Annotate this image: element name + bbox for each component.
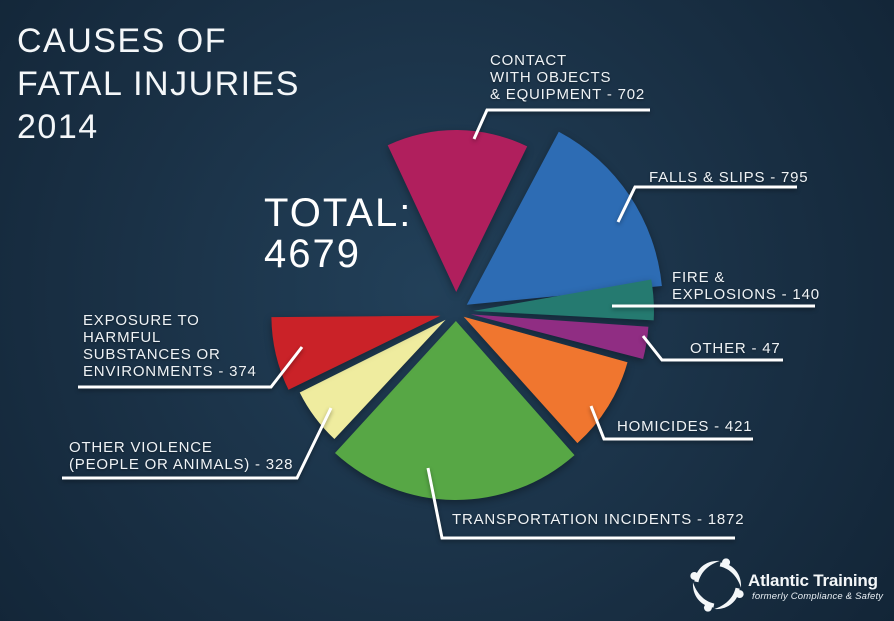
label-transportation-incidents: TRANSPORTATION INCIDENTS - 1872 [452, 511, 744, 528]
pie-slice-transportation-incidents [335, 321, 575, 501]
label-exposure-harmful-substances: EXPOSURE TO HARMFUL SUBSTANCES OR ENVIRO… [83, 312, 257, 380]
slice-label-line: ENVIRONMENTS - 374 [83, 363, 257, 380]
title-line-1: CAUSES OF [17, 22, 227, 60]
title-line-2: FATAL INJURIES [17, 65, 300, 103]
pie-slice-homicides [463, 316, 628, 444]
leader-line-transportation-incidents [426, 467, 735, 540]
slice-label-line: WITH OBJECTS [490, 69, 612, 86]
slice-label-line: CONTACT [490, 52, 567, 69]
slice-label-line: OTHER - 47 [690, 340, 781, 357]
leader-line-contact-with-objects-equipment [472, 108, 650, 140]
page-title: CAUSES OF FATAL INJURIES 2014 [17, 20, 300, 149]
slice-label-line: (PEOPLE OR ANIMALS) - 328 [69, 456, 294, 473]
title-line-3: 2014 [17, 108, 99, 146]
pie-slice-other-violence-people-or-animals [299, 319, 446, 439]
label-fire-explosions: FIRE & EXPLOSIONS - 140 [672, 269, 820, 303]
label-homicides: HOMICIDES - 421 [617, 418, 752, 435]
slice-label-line: EXPOSURE TO [83, 312, 200, 329]
slice-label-line: FALLS & SLIPS - 795 [649, 169, 809, 186]
slice-label-line: HOMICIDES - 421 [617, 418, 753, 435]
label-contact-with-objects-equipment: CONTACT WITH OBJECTS & EQUIPMENT - 702 [490, 52, 645, 103]
pie-slice-exposure-harmful-substances-environments [271, 315, 441, 390]
leader-line-exposure-harmful-substances-environments [78, 346, 304, 389]
pie-slice-fire-explosions [473, 279, 654, 321]
label-falls-slips: FALLS & SLIPS - 795 [649, 169, 808, 186]
pie-slice-falls-slips [466, 131, 662, 305]
slice-label-line: EXPLOSIONS - 140 [672, 286, 820, 303]
people-circle-logo-icon [690, 558, 744, 612]
leader-line-other-violence-people-or-animals [62, 407, 333, 480]
slice-label-line: HARMFUL [83, 329, 162, 346]
leader-line-falls-slips [616, 185, 797, 223]
leader-line-other [641, 335, 783, 362]
pie-slice-other [470, 314, 649, 359]
slice-label-line: OTHER VIOLENCE [69, 439, 213, 456]
slice-label-line: FIRE & [672, 269, 726, 286]
pie-slice-contact-with-objects-equipment [387, 130, 528, 292]
label-other-violence: OTHER VIOLENCE (PEOPLE OR ANIMALS) - 328 [69, 439, 293, 473]
logo-tagline: formerly Compliance & Safety [752, 591, 884, 602]
slice-label-line: & EQUIPMENT - 702 [490, 86, 646, 103]
logo-name: Atlantic Training [748, 571, 878, 590]
slice-label-line: TRANSPORTATION INCIDENTS - 1872 [452, 511, 745, 528]
total-label: TOTAL: [264, 191, 413, 235]
atlantic-training-logo: Atlantic Training formerly Compliance & … [688, 554, 888, 614]
total-value: 4679 [264, 232, 361, 276]
leader-line-homicides [589, 405, 753, 441]
slice-label-line: SUBSTANCES OR [83, 346, 221, 363]
total-callout: TOTAL: 4679 [264, 193, 412, 275]
label-other: OTHER - 47 [690, 340, 781, 357]
